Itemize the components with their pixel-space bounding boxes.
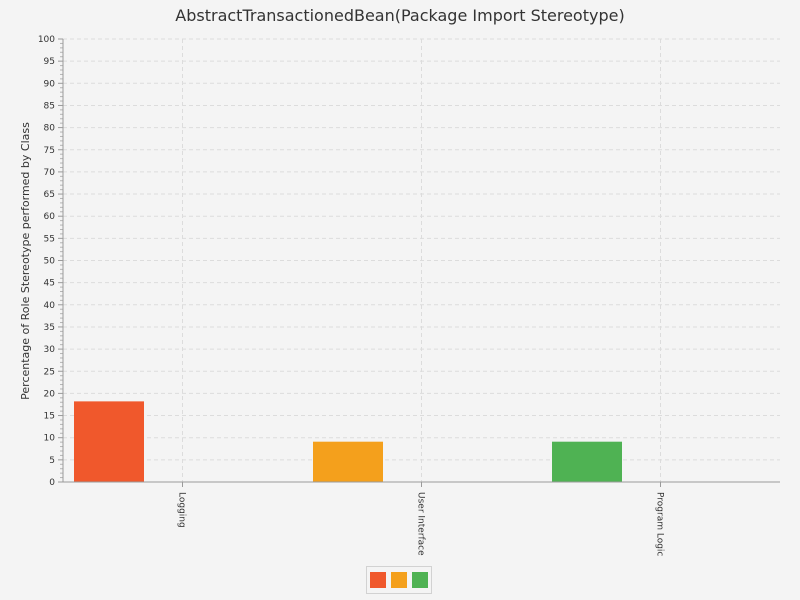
y-axis-label: Percentage of Role Stereotype performed … — [19, 122, 32, 400]
y-tick-label: 15 — [44, 412, 55, 422]
y-axis: 0 5 10 15 20 25 30 35 40 45 50 55 60 65 70 75 80 85 90 95 10… — [38, 35, 64, 488]
legend-swatch — [370, 572, 386, 588]
legend-swatch — [391, 572, 407, 588]
y-tick-label: 5 — [49, 456, 55, 466]
bar-logging — [74, 401, 144, 482]
y-tick-label: 100 — [38, 35, 55, 45]
y-tick-label: 30 — [44, 345, 56, 355]
grid — [63, 38, 780, 482]
y-tick-label: 55 — [44, 234, 55, 244]
legend-swatch — [412, 572, 428, 588]
y-tick-label: 80 — [44, 124, 56, 134]
y-tick-label: 35 — [44, 323, 55, 333]
x-axis: Logging User Interface Program Logic — [63, 481, 780, 556]
y-tick-label: 45 — [44, 279, 55, 289]
y-tick-label: 20 — [44, 389, 56, 399]
y-tick-label: 70 — [44, 168, 56, 178]
category-label: Logging — [177, 492, 187, 528]
y-tick-label: 90 — [44, 79, 56, 89]
y-tick-label: 95 — [44, 57, 55, 67]
legend — [366, 566, 432, 594]
chart-title: AbstractTransactionedBean(Package Import… — [175, 6, 625, 25]
y-tick-label: 10 — [44, 434, 56, 444]
bars — [74, 401, 622, 482]
bar-program-logic — [552, 441, 622, 482]
bar-user-interface — [313, 441, 383, 482]
y-tick-label: 75 — [44, 146, 55, 156]
category-label: Program Logic — [655, 492, 665, 556]
y-tick-label: 65 — [44, 190, 55, 200]
category-label: User Interface — [416, 492, 426, 556]
y-tick-label: 50 — [44, 257, 56, 267]
y-tick-label: 0 — [49, 478, 55, 488]
y-tick-label: 40 — [44, 301, 56, 311]
y-tick-label: 60 — [44, 212, 56, 222]
y-tick-label: 85 — [44, 101, 55, 111]
y-tick-label: 25 — [44, 367, 55, 377]
